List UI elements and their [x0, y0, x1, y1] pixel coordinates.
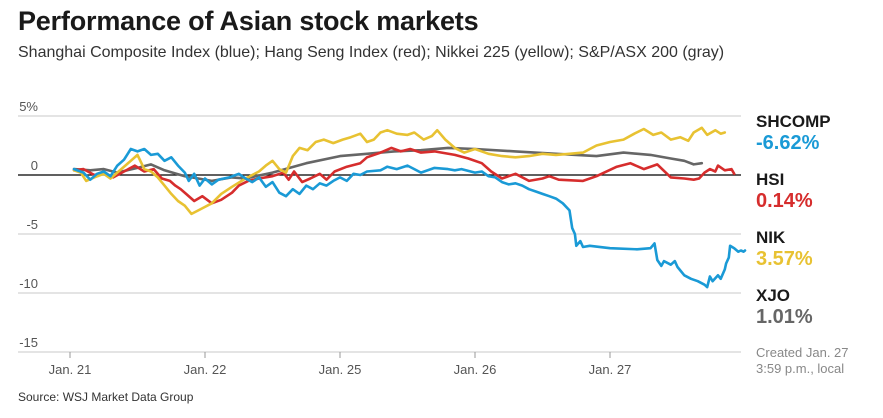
legend-code: HSI — [756, 170, 785, 189]
series-line-shcomp — [72, 147, 747, 289]
legend-value: 0.14% — [756, 190, 813, 212]
legend-value: 3.57% — [756, 248, 813, 270]
legend-xjo: XJO 1.01% — [756, 286, 876, 328]
created-time: 3:59 p.m., local — [756, 361, 845, 376]
legend-code: NIK — [756, 228, 786, 247]
legend-code: XJO — [756, 286, 791, 305]
y-tick-label: 5% — [19, 99, 38, 114]
x-tick-label: Jan. 22 — [184, 362, 227, 377]
y-tick-label: -10 — [19, 276, 38, 291]
y-tick-label: -15 — [19, 335, 38, 350]
x-tick-label: Jan. 25 — [319, 362, 362, 377]
x-tick-label: Jan. 21 — [49, 362, 92, 377]
legend-nik: NIK 3.57% — [756, 228, 876, 270]
chart-title: Performance of Asian stock markets — [18, 6, 479, 36]
legend-hsi: HSI 0.14% — [756, 170, 876, 212]
created-note: Created Jan. 27 3:59 p.m., local — [756, 345, 849, 377]
series-line-nik — [72, 126, 727, 216]
legend-value: 1.01% — [756, 306, 813, 328]
x-tick-label: Jan. 27 — [589, 362, 632, 377]
chart-subtitle: Shanghai Composite Index (blue); Hang Se… — [18, 44, 725, 61]
x-tick-label: Jan. 26 — [454, 362, 497, 377]
source-note: Source: WSJ Market Data Group — [18, 390, 194, 404]
y-tick-label: 0 — [31, 158, 38, 173]
series-line-xjo — [72, 146, 704, 183]
legend-code: SHCOMP — [756, 112, 831, 131]
legend-shcomp: SHCOMP -6.62% — [756, 112, 876, 154]
legend-value: -6.62% — [756, 132, 820, 154]
y-tick-label: -5 — [26, 217, 38, 232]
series-line-hsi — [72, 146, 736, 205]
created-date: Created Jan. 27 — [756, 345, 849, 360]
